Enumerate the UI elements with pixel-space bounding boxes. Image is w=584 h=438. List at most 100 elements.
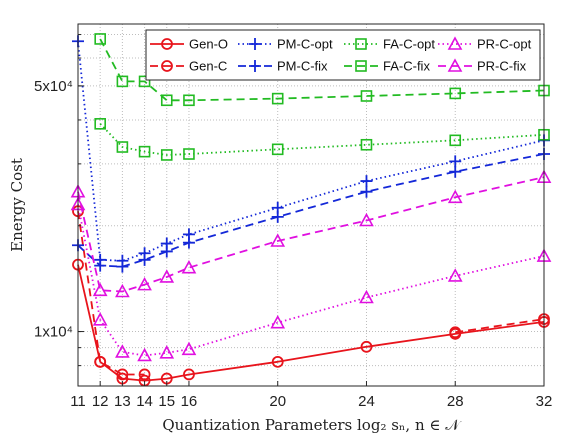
series-pr-c-fix: [70, 169, 552, 298]
series-line: [77, 153, 545, 268]
legend: Gen-O Gen-C PM-C-opt PM-C-fix FA-C-opt FA-C-f…: [145, 29, 541, 81]
data-point-square: [116, 75, 129, 88]
series-line: [77, 176, 545, 293]
data-point-square: [271, 143, 284, 156]
data-point-circle: [138, 368, 151, 381]
data-point-square: [449, 134, 462, 147]
data-point-plus: [182, 236, 195, 249]
data-point-square: [116, 141, 129, 153]
data-point-plus: [249, 38, 261, 50]
data-point-square: [94, 118, 106, 130]
data-point-circle: [161, 38, 173, 50]
legend-entry: Gen-C: [150, 59, 227, 74]
series-line: [99, 123, 545, 156]
data-point-plus: [360, 185, 373, 198]
legend-entry: FA-C-fix: [344, 59, 430, 74]
data-point-circle: [94, 355, 107, 368]
data-point-square: [183, 148, 195, 160]
y-tick-label: 5x10⁴: [34, 78, 73, 95]
axis-ticks: 11 12 13 14 15 16 20 24 28 32 1x10⁴ 5x10⁴: [34, 34, 553, 410]
data-point-square: [138, 75, 151, 88]
x-tick-label: 14: [136, 393, 153, 410]
legend-entry: FA-C-opt: [344, 37, 435, 52]
data-point-triangle: [447, 36, 463, 50]
series-line: [77, 41, 545, 262]
data-point-square: [355, 60, 367, 72]
x-tick-label: 15: [158, 393, 175, 410]
x-tick-label: 12: [92, 393, 109, 410]
data-point-square: [138, 145, 151, 158]
data-point-square: [360, 138, 373, 151]
x-tick-label: 28: [447, 393, 464, 410]
legend-label: Gen-O: [189, 37, 228, 52]
data-point-triangle: [270, 233, 286, 247]
series-fa-c-opt: [94, 118, 550, 161]
data-point-triangle: [181, 259, 197, 274]
x-tick-label: 20: [269, 393, 286, 410]
data-point-plus: [138, 253, 151, 266]
data-point-circle: [161, 60, 173, 72]
legend-entry: PR-C-fix: [438, 58, 527, 74]
data-point-plus: [449, 165, 462, 178]
x-axis-label: Quantization Parameters log₂ sₙ, n ∈ 𝒩: [162, 416, 462, 434]
data-point-plus: [271, 210, 284, 223]
legend-entry: PR-C-opt: [438, 36, 532, 52]
data-point-plus: [249, 60, 261, 72]
data-point-plus: [449, 155, 462, 168]
data-point-circle: [449, 326, 462, 339]
y-axis-label: Energy Cost: [8, 158, 26, 252]
legend-label: FA-C-fix: [383, 59, 430, 74]
series-line: [77, 211, 545, 376]
x-tick-label: 11: [70, 393, 86, 410]
legend-label: PR-C-fix: [477, 59, 527, 74]
x-tick-label: 32: [536, 393, 553, 410]
x-tick-label: 16: [181, 393, 198, 410]
data-point-triangle: [115, 344, 130, 358]
data-point-triangle: [447, 268, 463, 282]
data-point-triangle: [181, 341, 197, 356]
data-point-circle: [183, 368, 195, 381]
data-point-square: [271, 92, 284, 105]
data-point-triangle: [137, 276, 152, 291]
legend-label: PM-C-fix: [277, 59, 328, 74]
legend-entry: Gen-O: [150, 37, 228, 52]
data-point-square: [355, 38, 367, 50]
data-point-square: [160, 94, 173, 107]
x-tick-label: 24: [358, 393, 375, 410]
data-point-triangle: [359, 289, 374, 304]
data-point-square: [160, 149, 173, 161]
data-point-triangle: [447, 58, 463, 72]
legend-box: [145, 29, 541, 81]
data-point-plus: [160, 245, 173, 258]
legend-label: PM-C-opt: [277, 37, 333, 52]
data-point-circle: [271, 355, 284, 368]
data-point-square: [449, 87, 462, 100]
data-point-triangle: [92, 282, 108, 297]
data-point-square: [94, 33, 106, 45]
y-tick-label: 1x10⁴: [34, 324, 73, 341]
series-fa-c-fix: [94, 33, 550, 107]
data-point-circle: [116, 368, 129, 381]
data-point-triangle: [359, 212, 374, 227]
series-line: [77, 264, 545, 382]
legend-label: PR-C-opt: [477, 37, 532, 52]
series-pm-c-opt: [72, 35, 550, 267]
legend-label: Gen-C: [189, 59, 227, 74]
data-point-triangle: [270, 314, 286, 329]
data-point-plus: [360, 175, 373, 188]
data-point-circle: [360, 340, 373, 353]
series-group: [70, 33, 552, 387]
legend-label: FA-C-opt: [383, 37, 435, 52]
legend-entry: PM-C-opt: [238, 37, 333, 52]
data-point-plus: [116, 260, 129, 273]
data-point-triangle: [159, 345, 175, 359]
data-point-square: [360, 90, 373, 102]
data-point-plus: [94, 259, 107, 272]
x-tick-label: 13: [114, 393, 131, 410]
series-line: [99, 38, 545, 102]
data-point-triangle: [159, 269, 175, 283]
series-pr-c-opt: [70, 196, 552, 362]
data-point-triangle: [115, 283, 130, 298]
data-point-triangle: [447, 189, 463, 204]
